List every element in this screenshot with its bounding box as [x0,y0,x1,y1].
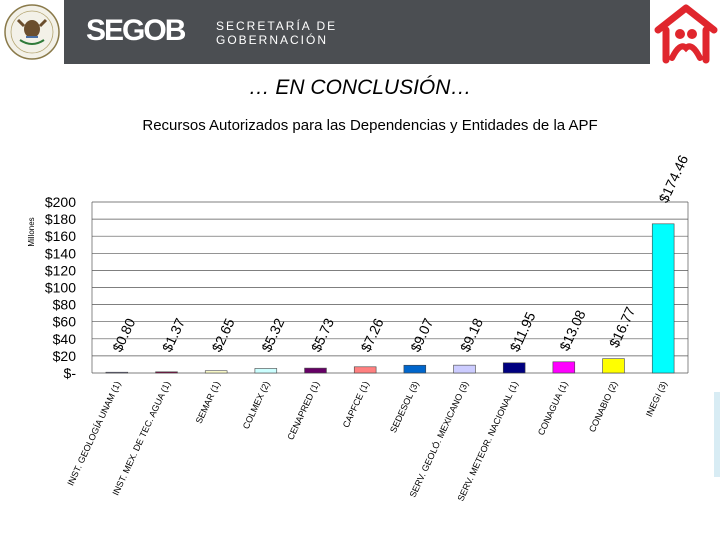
value-label: $174.46 [655,152,691,205]
category-label: SEDESOL (3) [388,380,421,435]
header-band [64,0,650,64]
bar [453,364,476,374]
y-tick-label: $180 [45,211,76,227]
decorative-stripe [714,392,720,477]
category-label: INEGI (3) [644,380,669,419]
bar [353,366,377,374]
house-logo-icon [654,4,718,64]
category-label: SEMAR (1) [194,380,222,425]
x-axis-labels: INST. GEOLOGÍA UNAM (1)INST. MEX. DE TEC… [65,380,669,503]
bar [204,370,228,374]
y-tick-label: $40 [53,331,77,347]
chart-title: Recursos Autorizados para las Dependenci… [142,117,598,134]
category-label: CENAPRED (1) [285,380,321,442]
department-name-line2: GOBERNACIÓN [216,33,329,47]
bar [254,368,278,374]
brand-logo: SEGOB [86,14,186,47]
category-label: CAPFCE (1) [341,380,371,430]
y-tick-label: $200 [45,194,76,210]
bar [502,362,526,374]
gridlines [91,201,689,374]
y-tick-label: $160 [45,228,76,244]
bar [651,223,675,374]
value-label: $11.95 [506,309,538,354]
y-axis-ticks: $-$20$40$60$80$100 $120$140$160$180$200 [45,194,76,381]
bar-chart: $-$20$40$60$80$100 $120$140$160$180$200 I… [27,152,691,503]
y-tick-label: $140 [45,245,76,261]
y-tick-label: $80 [53,297,77,313]
bar [105,371,129,374]
value-label: $13.08 [556,307,589,353]
category-label: SERV. METEOR. NACIONAL (1) [455,380,520,503]
slide-title: … EN CONCLUSIÓN… [248,76,472,99]
value-label: $16.77 [606,304,639,350]
category-label: INST. MEX. DE TEC. AGUA (1) [110,380,172,497]
y-tick-label: $60 [53,314,77,330]
category-label: COLMEX (2) [241,380,272,431]
bars [105,223,675,374]
y-axis-label: Millones [27,217,36,246]
y-tick-label: $- [64,365,77,381]
bar [403,364,427,374]
y-tick-label: $20 [53,348,77,364]
y-tick-label: $120 [45,262,76,278]
mexico-seal-icon [4,4,60,60]
header: SEGOB SECRETARÍA DE GOBERNACIÓN [0,0,720,66]
y-tick-label: $100 [45,280,76,296]
bar [155,371,178,374]
department-name-line1: SECRETARÍA DE [216,19,338,33]
category-label: CONABIO (2) [587,380,619,434]
bar [304,367,327,374]
category-label: SERV. GEOLÓ. MEXICANO (3) [408,380,471,499]
bar [552,361,576,374]
category-label: CONAGUA (1) [536,380,570,437]
bar [602,358,625,374]
category-label: INST. GEOLOGÍA UNAM (1) [65,380,122,488]
